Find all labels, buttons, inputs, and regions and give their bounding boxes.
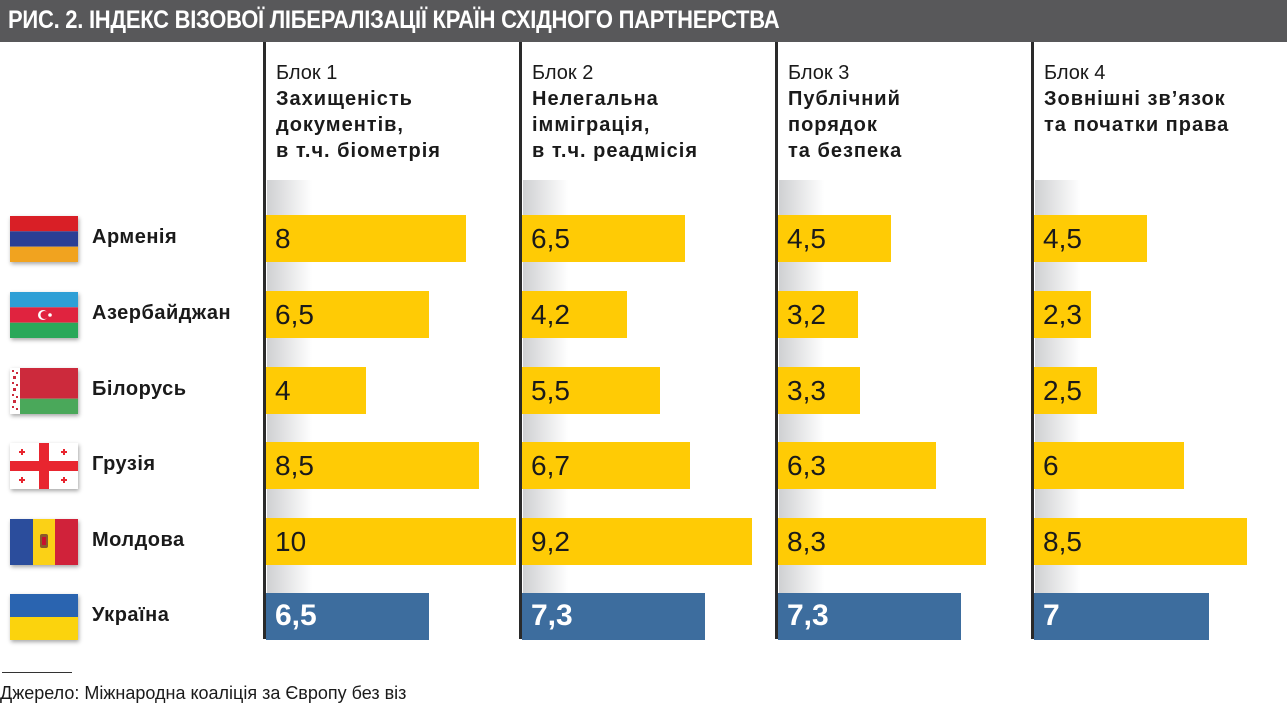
column-title-line: документів, <box>276 114 404 136</box>
column-title-line: Нелегальна <box>532 88 659 110</box>
bar-value-label: 8,3 <box>787 526 826 557</box>
bar-3-1: 4,5 <box>778 215 891 262</box>
bar-value-label: 7,3 <box>787 599 829 632</box>
flag-georgia-icon <box>10 443 78 489</box>
column-header-block-2: Блок 2 Нелегальна імміграція, в т.ч. реадмі… <box>532 60 698 164</box>
bar-value-label: 3,2 <box>787 299 826 330</box>
column-title-line: та безпека <box>788 140 903 162</box>
bar-value-label: 7,3 <box>531 599 573 632</box>
bar-value-label: 2,3 <box>1043 299 1082 330</box>
bar-value-label: 6 <box>1043 450 1059 481</box>
bar-4-1: 4,5 <box>1034 215 1147 262</box>
chart-title-bar: РИС. 2. ІНДЕКС ВІЗОВОЇ ЛІБЕРАЛІЗАЦІЇ КРА… <box>0 0 1287 42</box>
column-header-block-1: Блок 1 Захищеність документів, в т.ч. біоме… <box>276 60 441 164</box>
column-axis-line <box>1031 42 1034 639</box>
bar-2-1: 6,5 <box>522 215 685 262</box>
bar-value-label: 6,5 <box>275 599 317 632</box>
column-block-label: Блок 1 <box>276 62 338 84</box>
column-title-line: Зовнішні зв’язок <box>1044 88 1226 110</box>
flag-belarus-icon <box>10 368 78 414</box>
bar-value-label: 4,5 <box>1043 223 1082 254</box>
column-title-line: в т.ч. біометрія <box>276 140 441 162</box>
bar-3-6: 7,3 <box>778 593 961 640</box>
bar-2-3: 5,5 <box>522 367 660 414</box>
column-axis-line <box>263 42 266 639</box>
source-divider <box>2 672 72 673</box>
bar-3-2: 3,2 <box>778 291 858 338</box>
country-label: Білорусь <box>92 378 187 400</box>
bar-2-6: 7,3 <box>522 593 705 640</box>
column-title-line: в т.ч. реадмісія <box>532 140 699 162</box>
bar-1-3: 4 <box>266 367 366 414</box>
bar-2-2: 4,2 <box>522 291 627 338</box>
bar-value-label: 9,2 <box>531 526 570 557</box>
bar-1-4: 8,5 <box>266 442 479 489</box>
country-label: Арменія <box>92 226 178 248</box>
chart-title: РИС. 2. ІНДЕКС ВІЗОВОЇ ЛІБЕРАЛІЗАЦІЇ КРА… <box>8 6 780 34</box>
bar-value-label: 6,5 <box>531 223 570 254</box>
flag-armenia-icon <box>10 216 78 262</box>
column-axis-line <box>519 42 522 639</box>
bar-3-5: 8,3 <box>778 518 986 565</box>
country-label: Молдова <box>92 529 185 551</box>
country-label: Україна <box>92 604 170 626</box>
bar-4-4: 6 <box>1034 442 1184 489</box>
column-header-block-3: Блок 3 Публічний порядок та безпека <box>788 60 902 164</box>
bar-3-3: 3,3 <box>778 367 860 414</box>
column-title-line: Публічний <box>788 88 901 110</box>
column-header-block-4: Блок 4 Зовнішні зв’язок та початки права <box>1044 60 1229 138</box>
bar-value-label: 6,5 <box>275 299 314 330</box>
bar-4-5: 8,5 <box>1034 518 1247 565</box>
bar-value-label: 8,5 <box>1043 526 1082 557</box>
bar-1-6: 6,5 <box>266 593 429 640</box>
country-label: Азербайджан <box>92 302 232 324</box>
bar-3-4: 6,3 <box>778 442 936 489</box>
bar-value-label: 4,5 <box>787 223 826 254</box>
flag-moldova-icon <box>10 519 78 565</box>
bar-4-3: 2,5 <box>1034 367 1097 414</box>
bar-value-label: 5,5 <box>531 375 570 406</box>
column-title-line: Захищеність <box>276 88 413 110</box>
bar-4-2: 2,3 <box>1034 291 1091 338</box>
bar-value-label: 10 <box>275 526 307 557</box>
bar-value-label: 4,2 <box>531 299 570 330</box>
column-title-line: імміграція, <box>532 114 651 136</box>
bar-value-label: 6,3 <box>787 450 826 481</box>
bar-2-5: 9,2 <box>522 518 752 565</box>
bar-1-5: 10 <box>266 518 516 565</box>
bar-4-6: 7 <box>1034 593 1209 640</box>
column-title-line: порядок <box>788 114 878 136</box>
country-label: Грузія <box>92 453 156 475</box>
bar-1-1: 8 <box>266 215 466 262</box>
column-block-label: Блок 4 <box>1044 62 1106 84</box>
column-title-line: та початки права <box>1044 114 1230 136</box>
bar-value-label: 4 <box>275 375 291 406</box>
bar-value-label: 2,5 <box>1043 375 1082 406</box>
bar-2-4: 6,7 <box>522 442 690 489</box>
source-note: Джерело: Міжнародна коаліція за Європу б… <box>0 683 407 703</box>
bar-1-2: 6,5 <box>266 291 429 338</box>
bar-value-label: 8,5 <box>275 450 314 481</box>
column-block-label: Блок 3 <box>788 62 850 84</box>
bar-value-label: 6,7 <box>531 450 570 481</box>
bar-value-label: 8 <box>275 223 291 254</box>
flag-ukraine-icon <box>10 594 78 640</box>
bar-value-label: 7 <box>1043 599 1060 632</box>
column-block-label: Блок 2 <box>532 62 594 84</box>
column-axis-line <box>775 42 778 639</box>
flag-azerbaijan-icon <box>10 292 78 338</box>
bar-value-label: 3,3 <box>787 375 826 406</box>
